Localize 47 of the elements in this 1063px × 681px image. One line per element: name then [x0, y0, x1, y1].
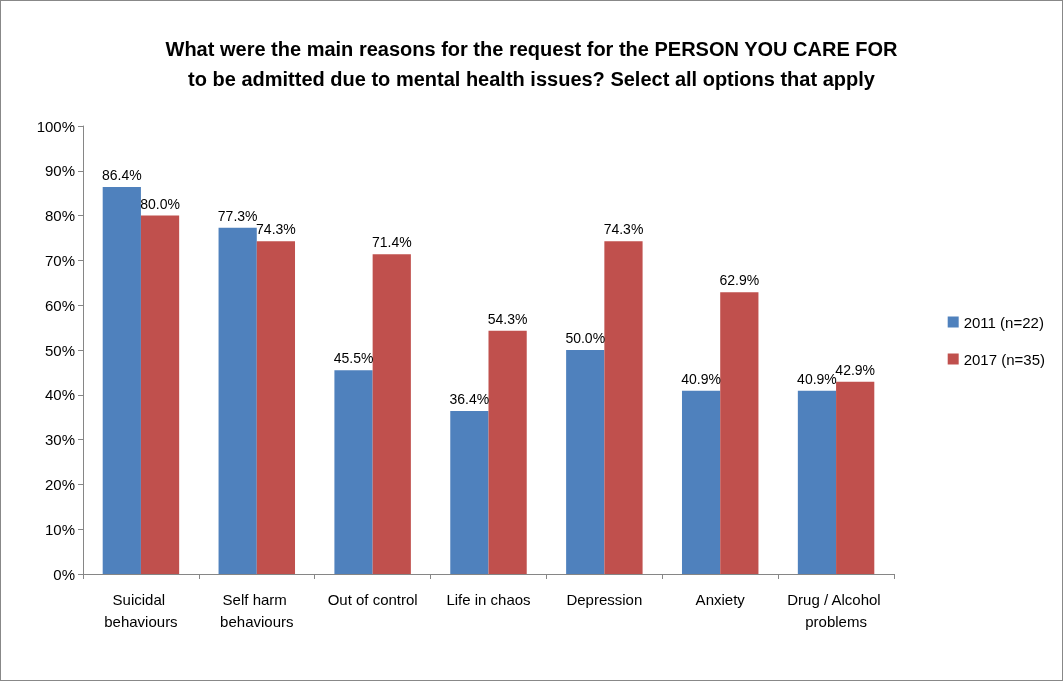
data-label: 36.4% — [449, 390, 490, 407]
data-label: 80.0% — [140, 195, 180, 212]
x-tick-label: Life in chaos — [446, 590, 531, 608]
y-tick-label: 60% — [44, 296, 75, 314]
bar — [256, 241, 296, 574]
y-tick-label: 50% — [44, 341, 75, 359]
bar — [488, 330, 527, 574]
y-tick-label: 90% — [44, 162, 75, 180]
legend-label: 2017 (n=35) — [963, 350, 1046, 368]
y-tick-label: 0% — [53, 565, 75, 583]
bar — [334, 370, 373, 574]
data-label: 74.3% — [603, 221, 644, 238]
x-tick-label: Depression — [566, 590, 643, 608]
bar — [102, 186, 141, 574]
bar — [604, 241, 643, 574]
x-tick-label: Suicidal behaviours — [104, 590, 178, 630]
data-label: 71.4% — [371, 234, 412, 251]
bar — [450, 410, 489, 574]
chart-title: What were the main reasons for the request for the PERSON YOU CARE FOR to be admitted due to mental health issues? Select all options that apply — [165, 38, 899, 90]
bar — [836, 381, 875, 574]
x-tick-label: Anxiety — [695, 590, 746, 608]
y-tick-label: 10% — [44, 520, 75, 538]
bar — [218, 227, 257, 574]
bar — [797, 390, 837, 574]
x-tick-label: Drug / Alcohol problems — [787, 590, 885, 630]
bar — [720, 292, 759, 574]
data-label: 54.3% — [487, 310, 528, 327]
y-tick-label: 80% — [44, 207, 75, 225]
data-label: 77.3% — [217, 207, 258, 224]
data-label: 45.5% — [333, 350, 374, 367]
y-tick-label: 20% — [44, 475, 75, 493]
data-label: 42.9% — [835, 361, 876, 378]
bar — [372, 254, 411, 574]
bar — [566, 350, 605, 574]
y-tick-label: 30% — [44, 431, 75, 449]
data-label: 62.9% — [719, 272, 760, 289]
data-label: 50.0% — [565, 330, 606, 346]
bar — [140, 215, 180, 574]
y-tick-label: 70% — [44, 251, 75, 269]
data-label: 74.3% — [256, 221, 296, 238]
data-label: 86.4% — [101, 166, 142, 183]
legend-label: 2011 (n=22) — [963, 313, 1044, 331]
bar — [681, 390, 721, 574]
x-tick-label: Self harm behaviours — [220, 590, 294, 630]
y-tick-label: 40% — [44, 386, 75, 404]
x-tick-label: Out of control — [327, 590, 418, 608]
y-tick-label: 100% — [36, 117, 75, 135]
